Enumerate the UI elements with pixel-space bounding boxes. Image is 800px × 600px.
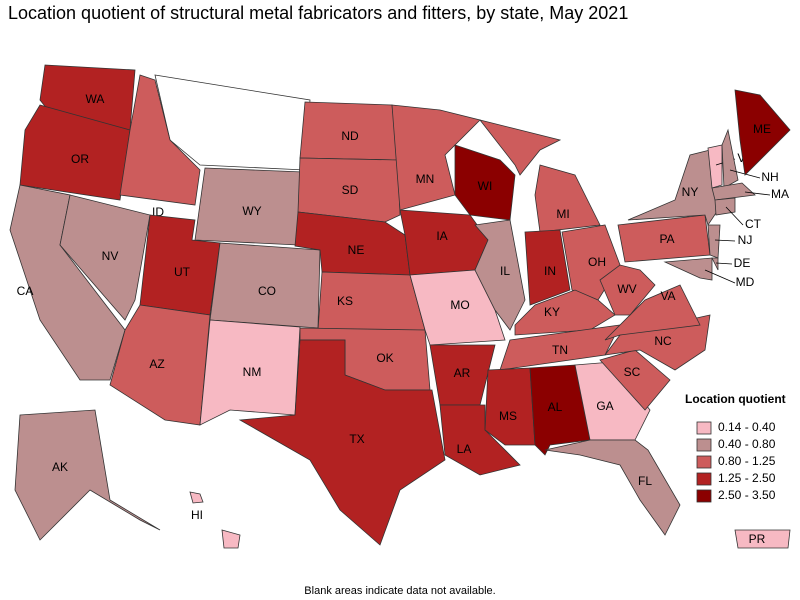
state xyxy=(711,257,719,271)
state-label: NH xyxy=(761,170,778,184)
state xyxy=(734,89,791,176)
state-label: NM xyxy=(243,365,262,379)
state-label: AL xyxy=(548,400,563,414)
legend-swatch xyxy=(696,438,712,452)
state xyxy=(199,319,301,426)
state xyxy=(439,404,521,476)
state-label: AK xyxy=(52,460,68,474)
state xyxy=(514,289,616,336)
state-label: NV xyxy=(102,249,119,263)
state-label: VA xyxy=(660,289,675,303)
state xyxy=(119,74,201,206)
state xyxy=(484,367,536,446)
state-label: NY xyxy=(682,185,699,199)
legend-swatch xyxy=(696,421,712,435)
state-label: ND xyxy=(341,129,359,143)
state-label: SD xyxy=(342,183,359,197)
state-label: CA xyxy=(17,284,34,298)
state-label: MO xyxy=(450,298,469,312)
leader-line xyxy=(725,206,744,226)
state xyxy=(627,149,719,226)
state-label: MD xyxy=(736,275,755,289)
state xyxy=(317,271,426,331)
state-label: AR xyxy=(454,366,471,380)
state-label: MA xyxy=(771,187,789,201)
state-label: PR xyxy=(749,532,766,546)
legend-title: Location quotient xyxy=(685,392,786,406)
state-label: MI xyxy=(556,207,569,221)
state xyxy=(474,219,526,331)
state-part xyxy=(478,119,562,176)
state-label: KS xyxy=(337,294,353,308)
legend-swatch xyxy=(696,455,712,469)
state xyxy=(59,194,151,321)
state xyxy=(238,339,446,546)
state-part xyxy=(189,491,204,504)
state-label: OK xyxy=(376,351,393,365)
footnote: Blank areas indicate data not available. xyxy=(304,585,495,597)
state-label: LA xyxy=(457,442,472,456)
state-label: AZ xyxy=(149,357,164,371)
state-label: IL xyxy=(500,264,510,278)
leader-line xyxy=(715,262,733,265)
state-label: WV xyxy=(617,282,636,296)
state-label: CO xyxy=(258,284,276,298)
state xyxy=(714,197,736,216)
legend-label: 2.50 - 3.50 xyxy=(718,488,776,502)
state xyxy=(604,284,701,341)
state xyxy=(721,128,739,189)
state xyxy=(534,164,601,233)
state-label: WY xyxy=(242,204,261,218)
state xyxy=(599,264,656,316)
state-label: MS xyxy=(499,409,517,423)
state-label: FL xyxy=(638,474,652,488)
state-label: DE xyxy=(734,256,751,270)
state-label: KY xyxy=(544,305,560,319)
state-label: IA xyxy=(436,229,447,243)
state xyxy=(734,529,791,549)
state xyxy=(14,409,161,541)
legend-label: 0.14 - 0.40 xyxy=(718,420,776,434)
state xyxy=(707,224,721,259)
state xyxy=(524,229,571,306)
leader-line xyxy=(714,239,736,242)
state xyxy=(19,104,131,201)
state-label: GA xyxy=(596,399,613,413)
state-label: OH xyxy=(588,255,606,269)
legend-label: 0.80 - 1.25 xyxy=(718,454,776,468)
state-label: CT xyxy=(745,217,762,231)
state xyxy=(599,349,671,411)
state-label: TX xyxy=(349,432,364,446)
state-label: WA xyxy=(86,92,105,106)
state-label: NE xyxy=(348,243,365,257)
leader-line xyxy=(704,269,736,284)
legend-label: 0.40 - 0.80 xyxy=(718,437,776,451)
state-label: TN xyxy=(552,343,568,357)
state-label: SC xyxy=(624,365,641,379)
legend-label: 1.25 - 2.50 xyxy=(718,471,776,485)
state-label: MN xyxy=(416,172,435,186)
state-label: ME xyxy=(753,122,771,136)
state xyxy=(297,157,401,223)
state-label: IN xyxy=(544,264,556,278)
state xyxy=(109,304,211,426)
state xyxy=(711,182,756,201)
state-label: HI xyxy=(191,508,203,522)
legend-swatch xyxy=(696,472,712,486)
legend-swatch xyxy=(696,489,712,503)
state-label: WI xyxy=(478,179,493,193)
state xyxy=(663,257,713,281)
state xyxy=(221,529,241,549)
state-label: NC xyxy=(654,334,672,348)
leader-line xyxy=(744,191,771,196)
state xyxy=(707,144,723,189)
state-label: PA xyxy=(659,232,674,246)
state-label: UT xyxy=(174,265,191,279)
map-title: Location quotient of structural metal fa… xyxy=(8,3,628,23)
state-label: NJ xyxy=(738,233,753,247)
state xyxy=(544,439,681,536)
state-label: OR xyxy=(71,152,89,166)
